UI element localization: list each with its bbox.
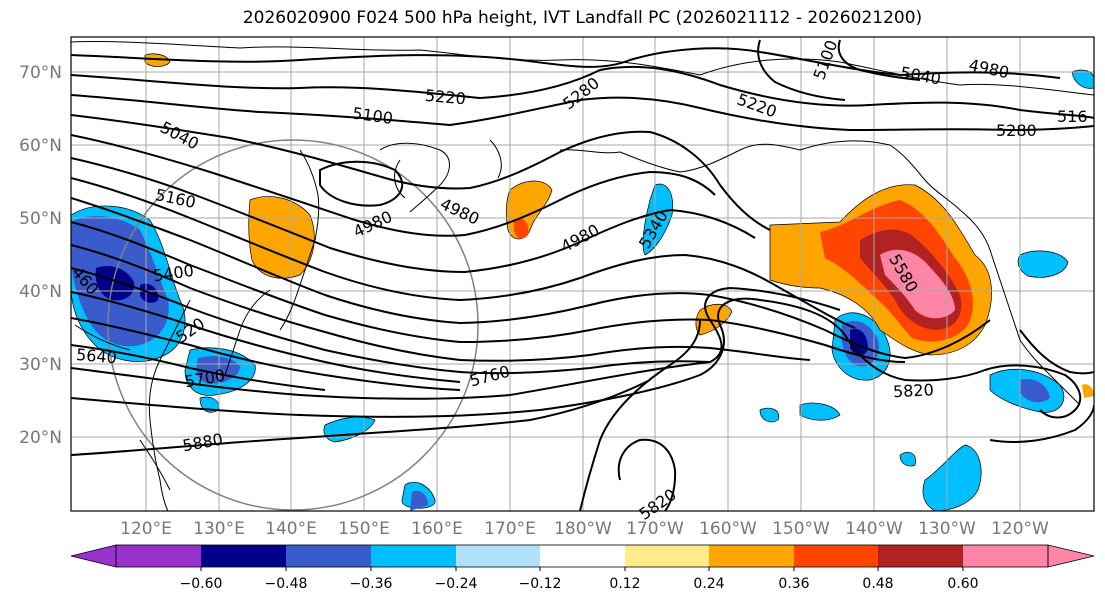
colorbar-tick: 0.60 bbox=[947, 576, 978, 592]
colorbar-segment bbox=[371, 545, 456, 567]
lon-label: 140°E bbox=[265, 519, 317, 539]
positive-pc-region bbox=[514, 218, 529, 239]
colorbar-segment bbox=[540, 545, 625, 567]
lon-label: 160°W bbox=[699, 519, 757, 539]
colorbar-tick: 0.12 bbox=[609, 576, 640, 592]
colorbar-segment bbox=[286, 545, 371, 567]
colorbar-tick: 0.48 bbox=[862, 576, 893, 592]
negative-pc-region bbox=[799, 402, 841, 421]
contour-label: 5220 bbox=[424, 86, 466, 108]
positive-pc-region bbox=[248, 196, 315, 279]
colorbar-segment bbox=[625, 545, 709, 567]
lon-label: 180°W bbox=[554, 519, 612, 539]
height-contours bbox=[71, 39, 1094, 511]
positive-pc-region bbox=[144, 53, 171, 67]
lat-label: 40°N bbox=[19, 282, 62, 302]
positive-pc-region bbox=[1082, 384, 1094, 398]
graticule bbox=[71, 37, 1094, 511]
colorbar-extend-low bbox=[70, 544, 117, 568]
colorbar-tick: −0.60 bbox=[180, 576, 223, 592]
colorbar-segment bbox=[794, 545, 878, 567]
colorbar-segment bbox=[456, 545, 540, 567]
negative-pc-region bbox=[95, 265, 135, 301]
lat-label: 60°N bbox=[19, 136, 62, 156]
contour-label: 5640 bbox=[75, 345, 117, 367]
negative-pc-region bbox=[1020, 379, 1050, 403]
contour-label: 5820 bbox=[893, 380, 935, 401]
lon-label: 120°E bbox=[120, 519, 172, 539]
lon-label: 160°E bbox=[411, 519, 463, 539]
colorbar-tick: −0.48 bbox=[265, 576, 308, 592]
longitude-labels: 120°E 130°E 140°E 150°E 160°E 170°E 180°… bbox=[120, 519, 1049, 539]
coastlines bbox=[71, 41, 1094, 511]
ivt-shading bbox=[71, 53, 1094, 511]
colorbar-tick: −0.12 bbox=[519, 576, 562, 592]
colorbar-tick: 0.36 bbox=[778, 576, 809, 592]
negative-pc-region bbox=[642, 183, 674, 256]
negative-pc-region bbox=[759, 407, 780, 423]
contour-label: 516 bbox=[1057, 107, 1088, 126]
lon-label: 170°E bbox=[484, 519, 536, 539]
colorbar-segment bbox=[878, 545, 963, 567]
lon-label: 170°W bbox=[626, 519, 684, 539]
negative-pc-region bbox=[922, 444, 982, 511]
colorbar: −0.60 −0.48 −0.36 −0.24 −0.12 0.12 0.24 … bbox=[70, 544, 1095, 592]
colorbar-tick: −0.24 bbox=[435, 576, 478, 592]
map-title: 2026020900 F024 500 hPa height, IVT Land… bbox=[242, 8, 923, 28]
lon-label: 150°E bbox=[338, 519, 390, 539]
colorbar-segment bbox=[201, 545, 286, 567]
lon-label: 120°W bbox=[991, 519, 1049, 539]
colorbar-tick: 0.24 bbox=[693, 576, 724, 592]
negative-pc-region bbox=[1071, 69, 1094, 89]
map-frame bbox=[70, 36, 1095, 512]
lon-label: 140°W bbox=[845, 519, 903, 539]
lat-label: 30°N bbox=[19, 355, 62, 375]
colorbar-segment bbox=[116, 545, 201, 567]
colorbar-segment bbox=[963, 545, 1048, 567]
colorbar-extend-high bbox=[1047, 544, 1095, 568]
lon-label: 150°W bbox=[772, 519, 830, 539]
lon-label: 130°W bbox=[918, 519, 976, 539]
lon-label: 130°E bbox=[193, 519, 245, 539]
colorbar-segment bbox=[709, 545, 794, 567]
lat-label: 50°N bbox=[19, 209, 62, 229]
contour-label: 5280 bbox=[996, 121, 1037, 140]
lat-label: 70°N bbox=[19, 63, 62, 83]
latitude-labels: 70°N 60°N 50°N 40°N 30°N 20°N bbox=[19, 63, 62, 448]
negative-pc-region bbox=[899, 451, 916, 467]
lat-label: 20°N bbox=[19, 428, 62, 448]
positive-pc-region bbox=[880, 249, 955, 319]
negative-pc-region bbox=[410, 490, 428, 511]
colorbar-tick: −0.36 bbox=[350, 576, 393, 592]
negative-pc-region bbox=[1017, 250, 1069, 278]
